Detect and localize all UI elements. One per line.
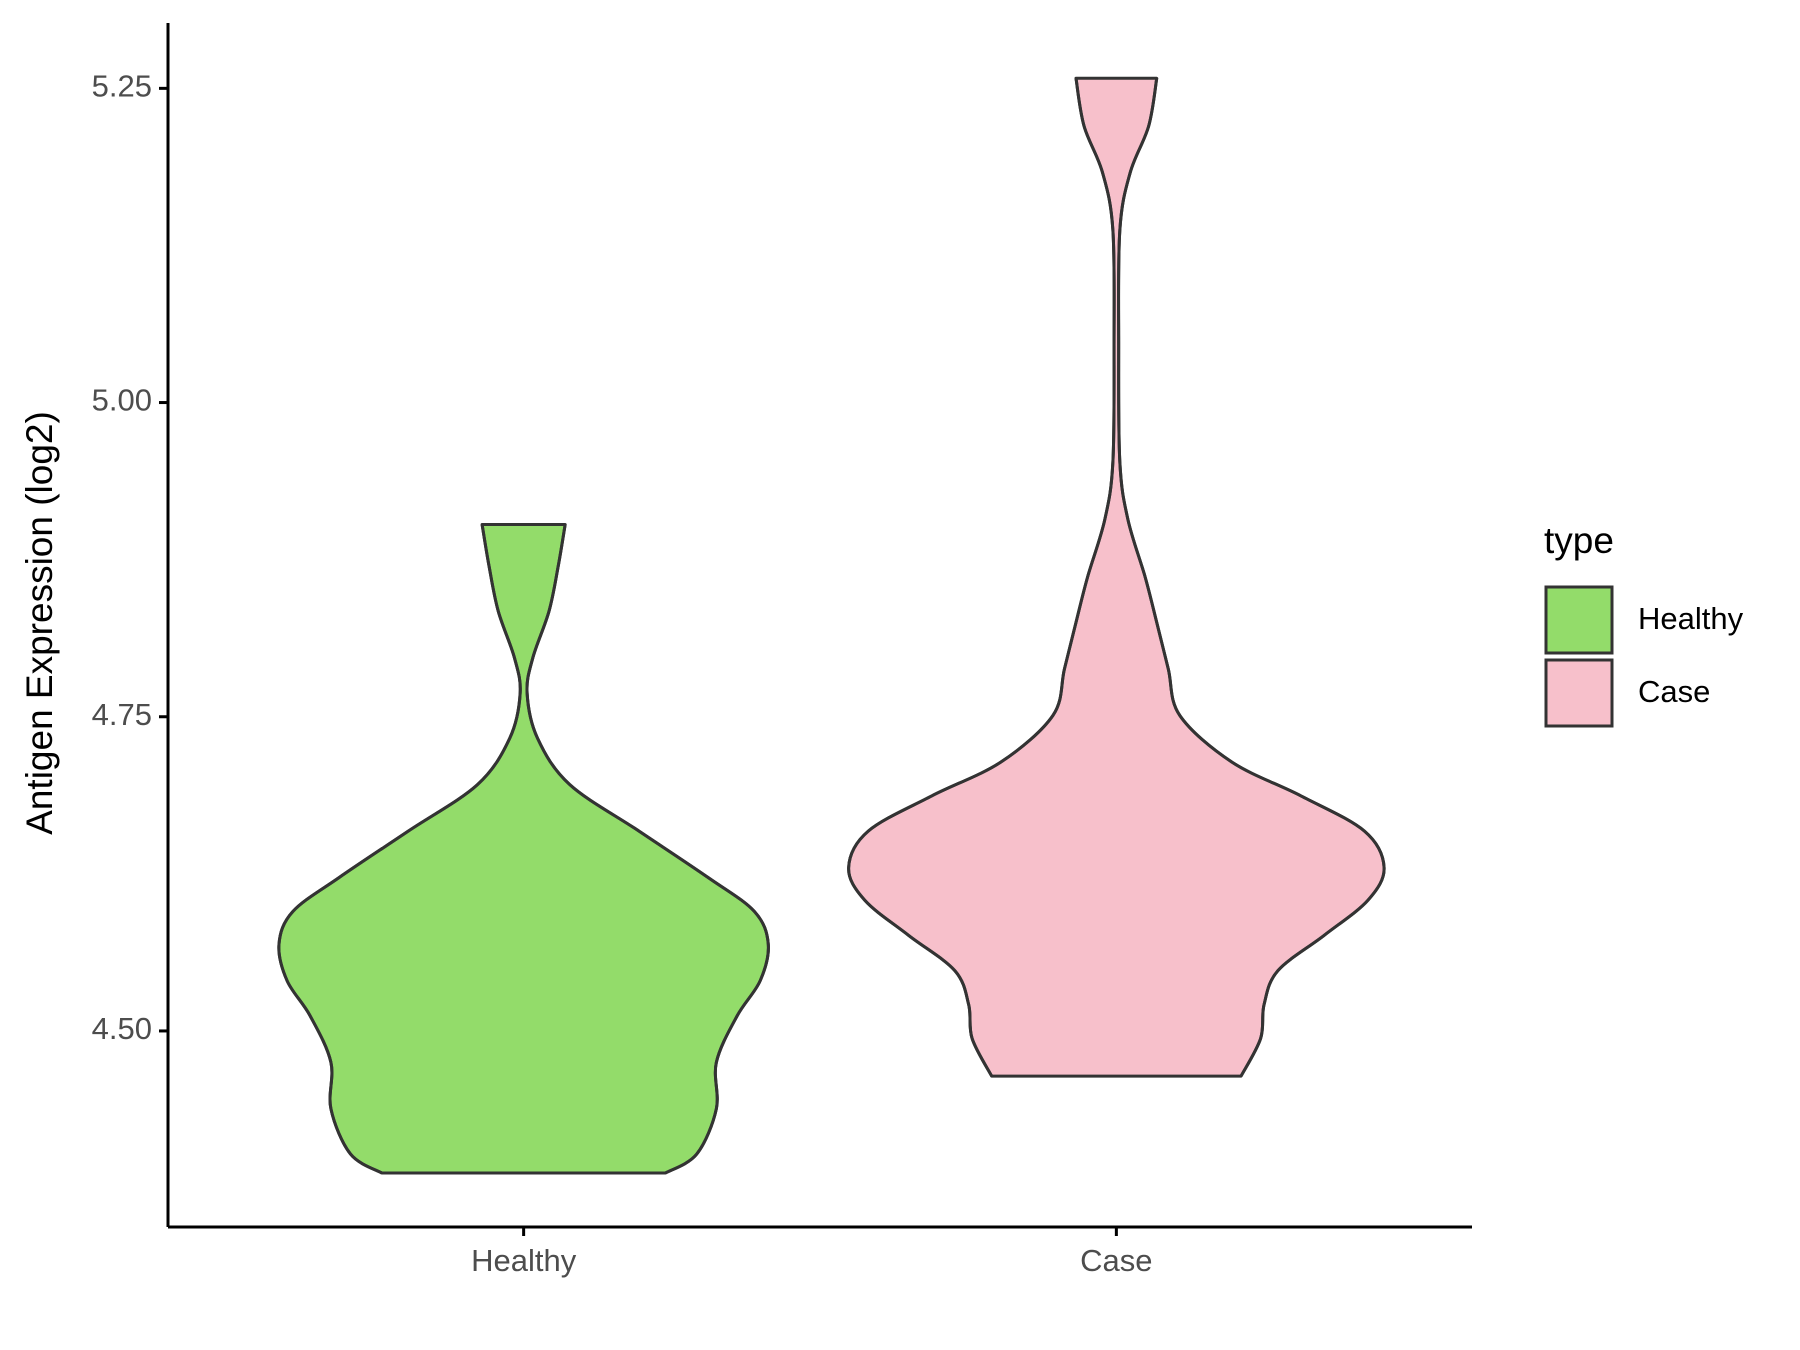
x-tick-label: Case [1080,1243,1152,1278]
y-tick-label: 5.25 [92,69,152,104]
y-axis-title: Antigen Expression (log2) [19,411,60,835]
legend-label: Healthy [1638,601,1744,636]
x-tick-label: Healthy [471,1243,577,1278]
legend-key [1544,585,1614,655]
legend-label: Case [1638,674,1710,709]
y-tick-label: 4.50 [92,1011,152,1046]
y-tick-label: 4.75 [92,697,152,732]
violin-left-edge [277,524,522,1175]
legend-title: type [1544,520,1614,561]
violin-left-edge [847,78,1116,1077]
y-tick-label: 5.00 [92,383,152,418]
violin-right-edge [525,524,770,1175]
violin-right-edge [1117,78,1386,1077]
legend-key [1544,658,1614,728]
